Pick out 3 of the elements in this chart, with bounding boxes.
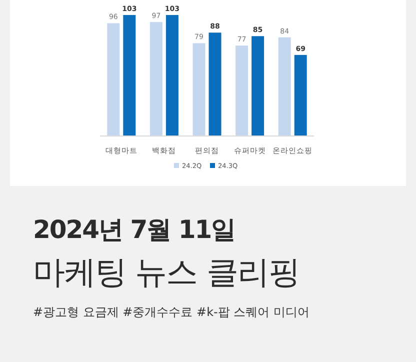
text: #광고형 요금제 #중개수수료 #k-팝 스퀘어 미디어 [33,305,310,319]
text: 2024년 7월 11일 [33,215,236,244]
text: 마케팅 뉴스 클리핑 [33,253,300,291]
